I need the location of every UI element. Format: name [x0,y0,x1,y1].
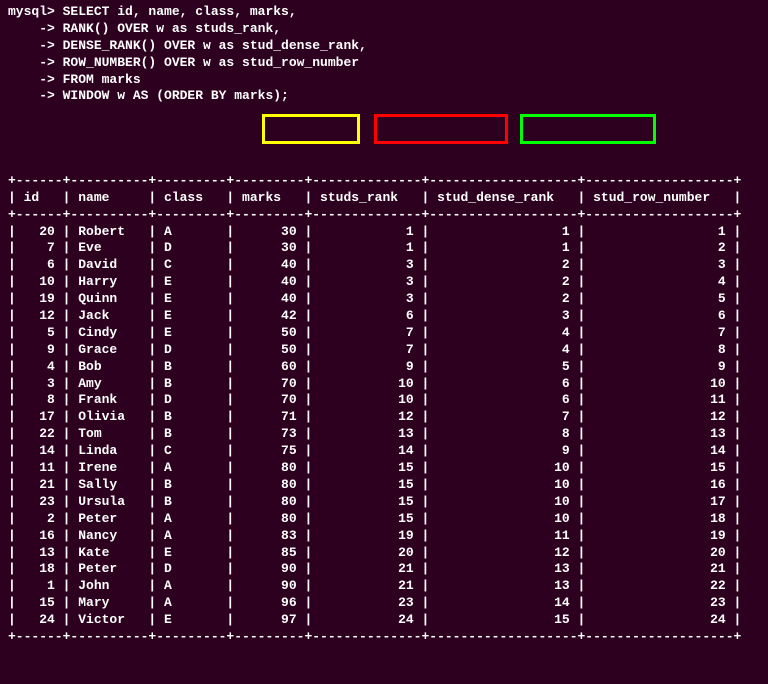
column-highlight [262,114,360,144]
terminal-output: mysql> SELECT id, name, class, marks, ->… [0,0,768,684]
sql-query: mysql> SELECT id, name, class, marks, ->… [8,4,760,105]
column-highlight [520,114,656,144]
column-highlight [374,114,508,144]
result-table: +------+----------+---------+---------+-… [8,105,760,679]
